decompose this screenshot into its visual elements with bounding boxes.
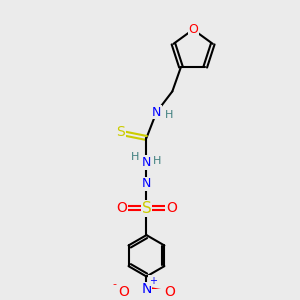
Text: -: - bbox=[113, 279, 117, 289]
Text: H: H bbox=[164, 110, 173, 120]
Text: N: N bbox=[141, 282, 152, 296]
Text: H: H bbox=[131, 152, 140, 162]
Text: S: S bbox=[142, 201, 151, 216]
Text: O: O bbox=[116, 201, 127, 215]
Text: H: H bbox=[153, 156, 162, 166]
Text: N: N bbox=[142, 156, 151, 169]
Text: O: O bbox=[164, 285, 175, 299]
Text: N: N bbox=[152, 106, 161, 118]
Text: N: N bbox=[142, 178, 151, 190]
Text: O: O bbox=[118, 285, 129, 299]
Text: +: + bbox=[149, 276, 157, 286]
Text: S: S bbox=[116, 125, 125, 139]
Text: O: O bbox=[166, 201, 177, 215]
Text: O: O bbox=[188, 23, 198, 36]
